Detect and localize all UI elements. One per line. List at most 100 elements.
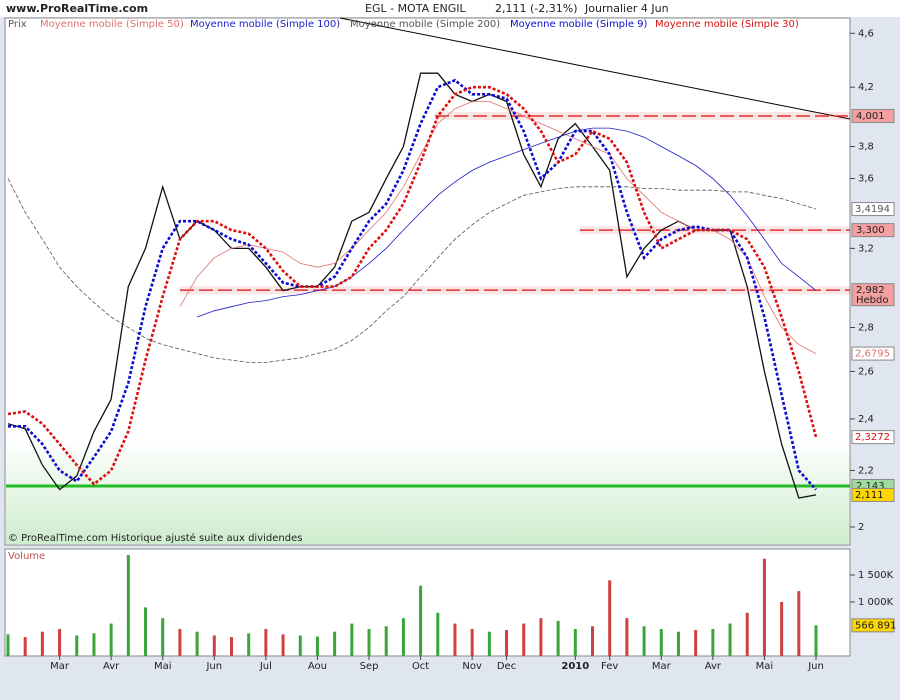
volume-bar <box>676 631 680 656</box>
volume-bar <box>23 637 27 656</box>
volume-bar <box>659 628 663 656</box>
x-tick-label: Aou <box>308 661 327 672</box>
legend: Prix Moyenne mobile (Simple 50) Moyenne mo… <box>8 19 799 30</box>
volume-bar <box>608 580 612 656</box>
volume-bar <box>229 637 233 656</box>
volume-bar <box>350 623 354 656</box>
volume-bar <box>195 631 199 656</box>
footnote: © ProRealTime.com Historique ajusté suit… <box>8 532 302 544</box>
y-tick-label: 2,2 <box>858 465 874 476</box>
legend-entry: Moyenne mobile (Simple 9) <box>510 19 648 30</box>
y-tick-label: 3,2 <box>858 243 874 254</box>
series-line <box>7 85 818 486</box>
volume-bar <box>487 631 491 656</box>
volume-last-box <box>851 618 895 633</box>
y-tick-label: 2 <box>858 522 864 533</box>
volume-bar <box>436 612 440 656</box>
volume-bar <box>728 623 732 656</box>
volume-bar <box>556 620 560 656</box>
volume-bar <box>178 628 182 656</box>
volume-bar <box>264 628 268 656</box>
volume-bar <box>367 628 371 656</box>
y-tick-label: 4,6 <box>858 28 874 39</box>
volume-bar <box>522 623 526 656</box>
volume-bar <box>315 636 319 656</box>
y-tick-label: 1 500K <box>858 570 894 581</box>
volume-bar <box>419 585 423 656</box>
level-label: 3,300 <box>856 225 885 236</box>
volume-bar <box>40 631 44 656</box>
x-tick-label: Dec <box>497 661 516 672</box>
last-value-box <box>851 346 895 361</box>
volume-bar <box>401 618 405 656</box>
volume-bar <box>762 558 766 656</box>
last-value-box <box>851 487 895 502</box>
volume-bar <box>470 628 474 656</box>
legend-entry: Moyenne mobile (Simple 200) <box>350 19 500 30</box>
legend-entry: Moyenne mobile (Simple 100) <box>190 19 340 30</box>
volume-bar <box>75 635 79 656</box>
x-tick-label: Fev <box>601 661 618 672</box>
x-tick-label: Mar <box>50 661 70 672</box>
subtitle: 2,111 (-2,31%) <box>495 2 577 15</box>
x-tick-label: Mar <box>652 661 672 672</box>
volume-bar <box>126 554 130 656</box>
header-bar <box>0 0 900 17</box>
level-band <box>180 286 850 295</box>
volume-bar <box>58 628 62 656</box>
x-tick-label: Avr <box>103 661 120 672</box>
volume-bar <box>711 628 715 656</box>
period: Journalier 4 Jun <box>584 2 669 15</box>
level-label-box <box>851 283 895 307</box>
title: EGL - MOTA ENGIL <box>365 2 467 15</box>
x-tick-label: Sep <box>360 661 379 672</box>
volume-bar <box>333 631 337 656</box>
level-sublabel: Hebdo <box>856 295 889 306</box>
volume-bar <box>797 591 801 656</box>
y-tick-label: 2,4 <box>858 414 874 425</box>
y-tick-label: 3,8 <box>858 142 874 153</box>
last-value-label: 3,4194 <box>855 204 890 215</box>
volume-bar <box>144 607 148 656</box>
series-line <box>179 101 817 354</box>
x-tick-label: Mai <box>756 661 774 672</box>
volume-title: Volume <box>8 551 45 562</box>
volume-bar <box>745 612 749 656</box>
series-line <box>7 178 817 363</box>
last-value-box <box>851 430 895 445</box>
volume-bar <box>780 601 784 656</box>
volume-bar <box>109 623 113 656</box>
volume-bar <box>298 635 302 656</box>
y-tick-label: 3,6 <box>858 174 874 185</box>
level-label: 2,982 <box>856 285 885 296</box>
volume-bar <box>505 630 509 656</box>
volume-bar <box>453 623 457 656</box>
legend-entry: Prix <box>8 19 27 30</box>
last-value-label: 2,111 <box>855 490 884 501</box>
support-zone <box>6 440 849 544</box>
level-label: 2,143 <box>856 481 885 492</box>
x-tick-label: Jul <box>259 661 272 672</box>
volume-bar <box>92 633 96 656</box>
volume-bar <box>281 634 285 656</box>
y-tick-label: 1 000K <box>858 597 894 608</box>
volume-bar <box>539 618 543 656</box>
y-tick-label: 4,2 <box>858 82 874 93</box>
volume-bar <box>212 635 216 656</box>
x-tick-label: Nov <box>462 661 482 672</box>
level-label-box <box>851 108 895 123</box>
volume-bar <box>384 626 388 656</box>
volume-bar <box>247 633 251 656</box>
x-tick-label: 2010 <box>561 661 589 672</box>
y-tick-label: 2,6 <box>858 366 874 377</box>
level-label-box <box>851 223 895 238</box>
trend-line <box>339 17 851 120</box>
volume-panel <box>4 548 851 657</box>
x-tick-label: Jun <box>205 661 222 672</box>
series-line <box>196 127 817 318</box>
volume-bar <box>161 618 165 656</box>
last-value-label: 2,6795 <box>855 349 890 360</box>
volume-bar <box>642 626 646 656</box>
x-tick-label: Jun <box>807 661 824 672</box>
